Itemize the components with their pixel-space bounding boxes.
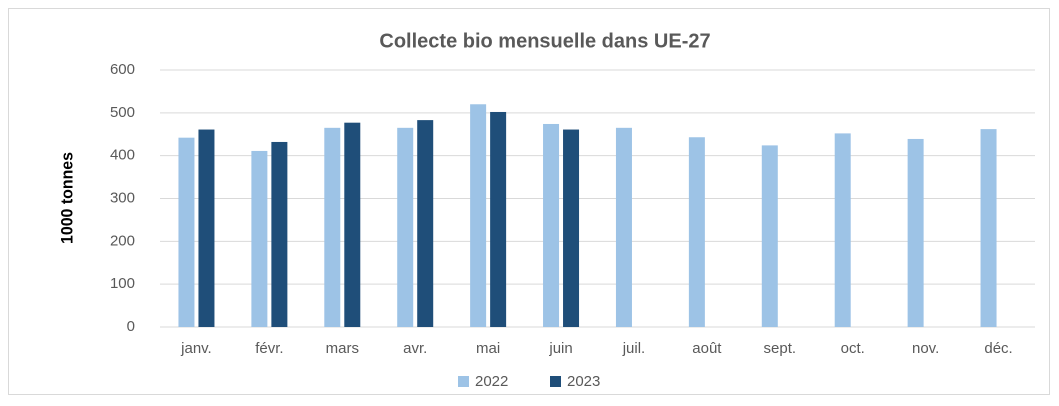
y-tick-label: 600 [110,61,135,78]
x-tick-label: mai [476,340,500,357]
bar [543,123,560,327]
y-tick-label: 100 [110,275,135,292]
bar [324,127,341,327]
x-tick-label: févr. [255,340,283,357]
y-tick-label: 500 [110,104,135,121]
bar [688,137,705,327]
bar [563,129,580,327]
bar [397,127,414,327]
y-tick-label: 200 [110,232,135,249]
legend-swatch [550,376,561,387]
x-tick-label: mars [326,340,359,357]
bar [907,138,924,327]
bar [417,120,434,328]
x-tick-label: juin [548,340,572,357]
chart-title: Collecte bio mensuelle dans UE-27 [379,30,710,52]
bar [980,129,997,327]
legend-swatch [458,376,469,387]
bar [615,127,632,327]
bar [470,104,487,328]
legend-label: 2022 [475,373,508,390]
x-tick-label: nov. [912,340,939,357]
y-tick-label: 0 [127,318,135,335]
x-tick-label: oct. [841,340,865,357]
x-tick-label: juil. [622,340,646,357]
bar [178,137,195,327]
bar [198,129,215,327]
x-tick-label: sept. [764,340,797,357]
x-tick-label: avr. [403,340,427,357]
bar [344,122,361,327]
x-tick-label: déc. [984,340,1012,357]
bar [251,150,268,327]
bar [271,141,288,327]
legend-label: 2023 [567,373,600,390]
y-tick-label: 400 [110,147,135,164]
chart-frame [8,8,1050,395]
y-tick-label: 300 [110,189,135,206]
x-tick-label: août [692,340,722,357]
x-tick-label: janv. [180,340,212,357]
bar [490,111,507,327]
y-axis-label: 1000 tonnes [57,152,76,244]
bar [761,145,778,327]
bar [834,133,851,327]
